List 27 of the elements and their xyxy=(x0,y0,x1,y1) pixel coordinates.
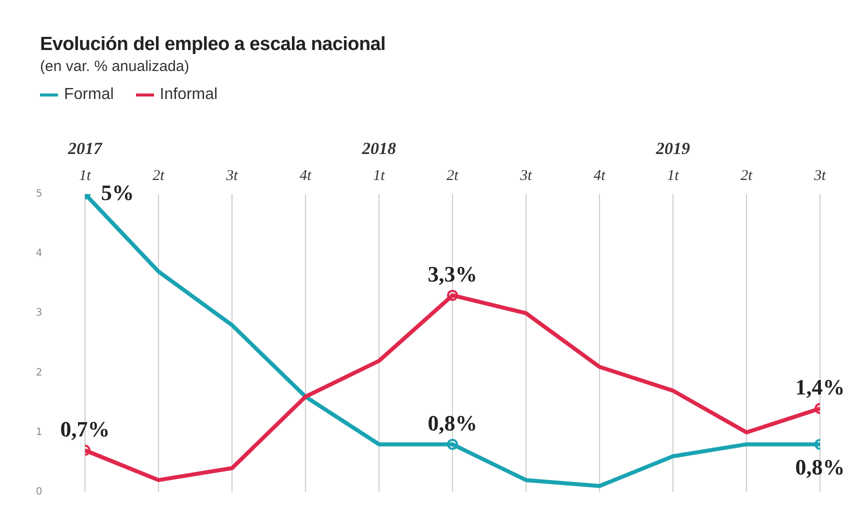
x-tick-label: 3t xyxy=(519,168,533,184)
x-tick-label: 2017 1t xyxy=(67,139,104,184)
chart-subtitle: (en var. % anualizada) xyxy=(40,58,190,75)
data-label: 5% xyxy=(101,180,134,205)
y-tick-label: 1 xyxy=(36,426,42,438)
x-tick-label: 4t xyxy=(300,168,312,184)
x-tick-label: 4t xyxy=(594,168,606,184)
data-label: 0,8% xyxy=(428,410,478,436)
x-tick-label: 2018 1t xyxy=(361,139,396,184)
legend-label: Formal xyxy=(63,86,114,104)
x-tick-label: 3t xyxy=(813,168,827,184)
legend-label: Informal xyxy=(158,86,218,104)
data-label: 0,7% xyxy=(60,416,110,442)
y-tick-label: 2 xyxy=(36,367,42,378)
y-tick-label: 4 xyxy=(36,248,42,260)
data-label: 3,3% xyxy=(428,261,478,286)
x-tick-label: 2t xyxy=(446,168,460,184)
y-tick-label: 0 xyxy=(36,486,42,498)
x-tick-label: 2t xyxy=(152,168,166,184)
x-tick-label: 2t xyxy=(740,168,754,184)
y-tick-label: 5 xyxy=(36,188,42,200)
x-tick-label: 3t xyxy=(225,168,239,184)
data-label: 0,8% xyxy=(795,454,845,480)
x-tick-label: 2019 1t xyxy=(655,139,690,184)
data-label: 1,4% xyxy=(795,374,845,400)
y-tick-label: 3 xyxy=(36,308,42,319)
chart-title: Evolución del empleo a escala nacional xyxy=(40,34,386,56)
